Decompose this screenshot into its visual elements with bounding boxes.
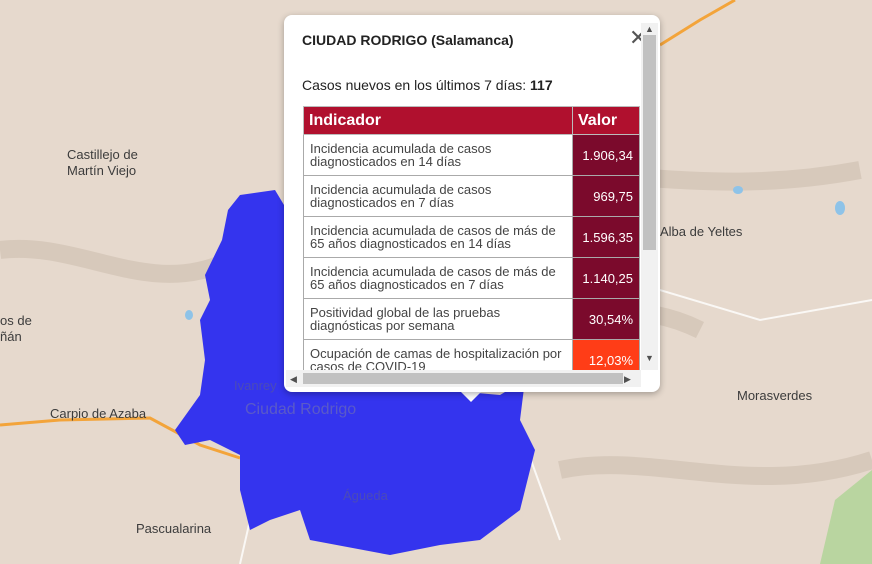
cases-label: Casos nuevos en los últimos 7 días:	[302, 77, 527, 93]
scroll-thumb[interactable]	[643, 35, 656, 250]
label-line: Morasverdes	[737, 388, 813, 403]
table-row: Ocupación de camas de hospitalización po…	[303, 339, 640, 370]
lake	[835, 201, 845, 215]
value-cell: 1.906,34	[572, 134, 640, 176]
table-row: Positividad global de las pruebas diagnó…	[303, 298, 640, 340]
indicator-cell: Incidencia acumulada de casos diagnostic…	[303, 134, 573, 176]
label-line: os de	[0, 313, 32, 328]
table-row: Incidencia acumulada de casos diagnostic…	[303, 175, 640, 217]
indicator-cell: Incidencia acumulada de casos diagnostic…	[303, 175, 573, 217]
road	[659, 0, 736, 47]
header-cell: Indicador	[303, 106, 573, 135]
popup-pointer	[460, 391, 482, 402]
municipality	[175, 190, 535, 555]
place-label: Alba de Yeltes	[660, 224, 742, 240]
scroll-left[interactable]: ◀	[290, 374, 297, 384]
indicator-cell: Incidencia acumulada de casos de más de …	[303, 257, 573, 299]
value-cell: 30,54%	[572, 298, 640, 340]
header-cell: Valor	[572, 106, 640, 135]
lake	[733, 186, 743, 194]
label-line: ñán	[0, 329, 22, 344]
label-line: Ivanrey	[234, 378, 277, 393]
popup: CIUDAD RODRIGO (Salamanca) Casos nuevos …	[284, 15, 660, 392]
table-row: Incidencia acumulada de casos de más de …	[303, 257, 640, 299]
label-line: Águeda	[343, 488, 388, 503]
indicator-cell: Incidencia acumulada de casos de más de …	[303, 216, 573, 258]
value-cell: 12,03%	[572, 339, 640, 370]
table-row: Incidencia acumulada de casos de más de …	[303, 216, 640, 258]
place-label: Águeda	[343, 488, 388, 504]
cases-value: 117	[530, 77, 553, 93]
scroll-down[interactable]: ▼	[645, 353, 654, 363]
place-label: Pascualarina	[136, 521, 211, 537]
lake	[185, 310, 193, 320]
scroll-right[interactable]: ▶	[624, 374, 631, 384]
popup-content: CIUDAD RODRIGO (Salamanca) Casos nuevos …	[284, 15, 641, 370]
indicator-cell: Ocupación de camas de hospitalización po…	[303, 339, 573, 370]
place-label: Castillejo de Martín Viejo	[67, 147, 138, 179]
forest	[820, 470, 872, 564]
place-label: Morasverdes	[737, 388, 812, 404]
value-cell: 1.596,35	[572, 216, 640, 258]
scroll-up[interactable]: ▲	[645, 24, 654, 34]
value-cell: 1.140,25	[572, 257, 640, 299]
indicator-table: Indicador Valor Incidencia acumulada de c…	[303, 106, 640, 370]
label-line: Martín Viejo	[67, 163, 137, 178]
label-line: Castillejo de	[67, 147, 138, 162]
place-label: os de ñán	[0, 313, 32, 345]
table-row: Incidencia acumulada de casos diagnostic…	[303, 134, 640, 176]
road	[0, 416, 241, 460]
label-line: Alba de Yeltes	[660, 224, 743, 239]
label-line: Ciudad Rodrigo	[245, 401, 357, 418]
table-body: Incidencia acumulada de casos diagnostic…	[303, 134, 640, 370]
popup-title: CIUDAD RODRIGO (Salamanca)	[302, 32, 514, 48]
label-line: Carpio de Azaba	[50, 406, 147, 421]
place-label: Ciudad Rodrigo	[245, 402, 356, 418]
label-line: Pascualarina	[136, 521, 212, 536]
header-row: Indicador Valor	[303, 106, 640, 135]
scroll-thumb[interactable]	[303, 373, 623, 384]
value-cell: 969,75	[572, 175, 640, 217]
place-label: Carpio de Azaba	[50, 406, 146, 422]
indicator-cell: Positividad global de las pruebas diagnó…	[303, 298, 573, 340]
cases-line: Casos nuevos en los últimos 7 días: 117	[302, 77, 553, 93]
place-label: Ivanrey	[234, 378, 277, 394]
